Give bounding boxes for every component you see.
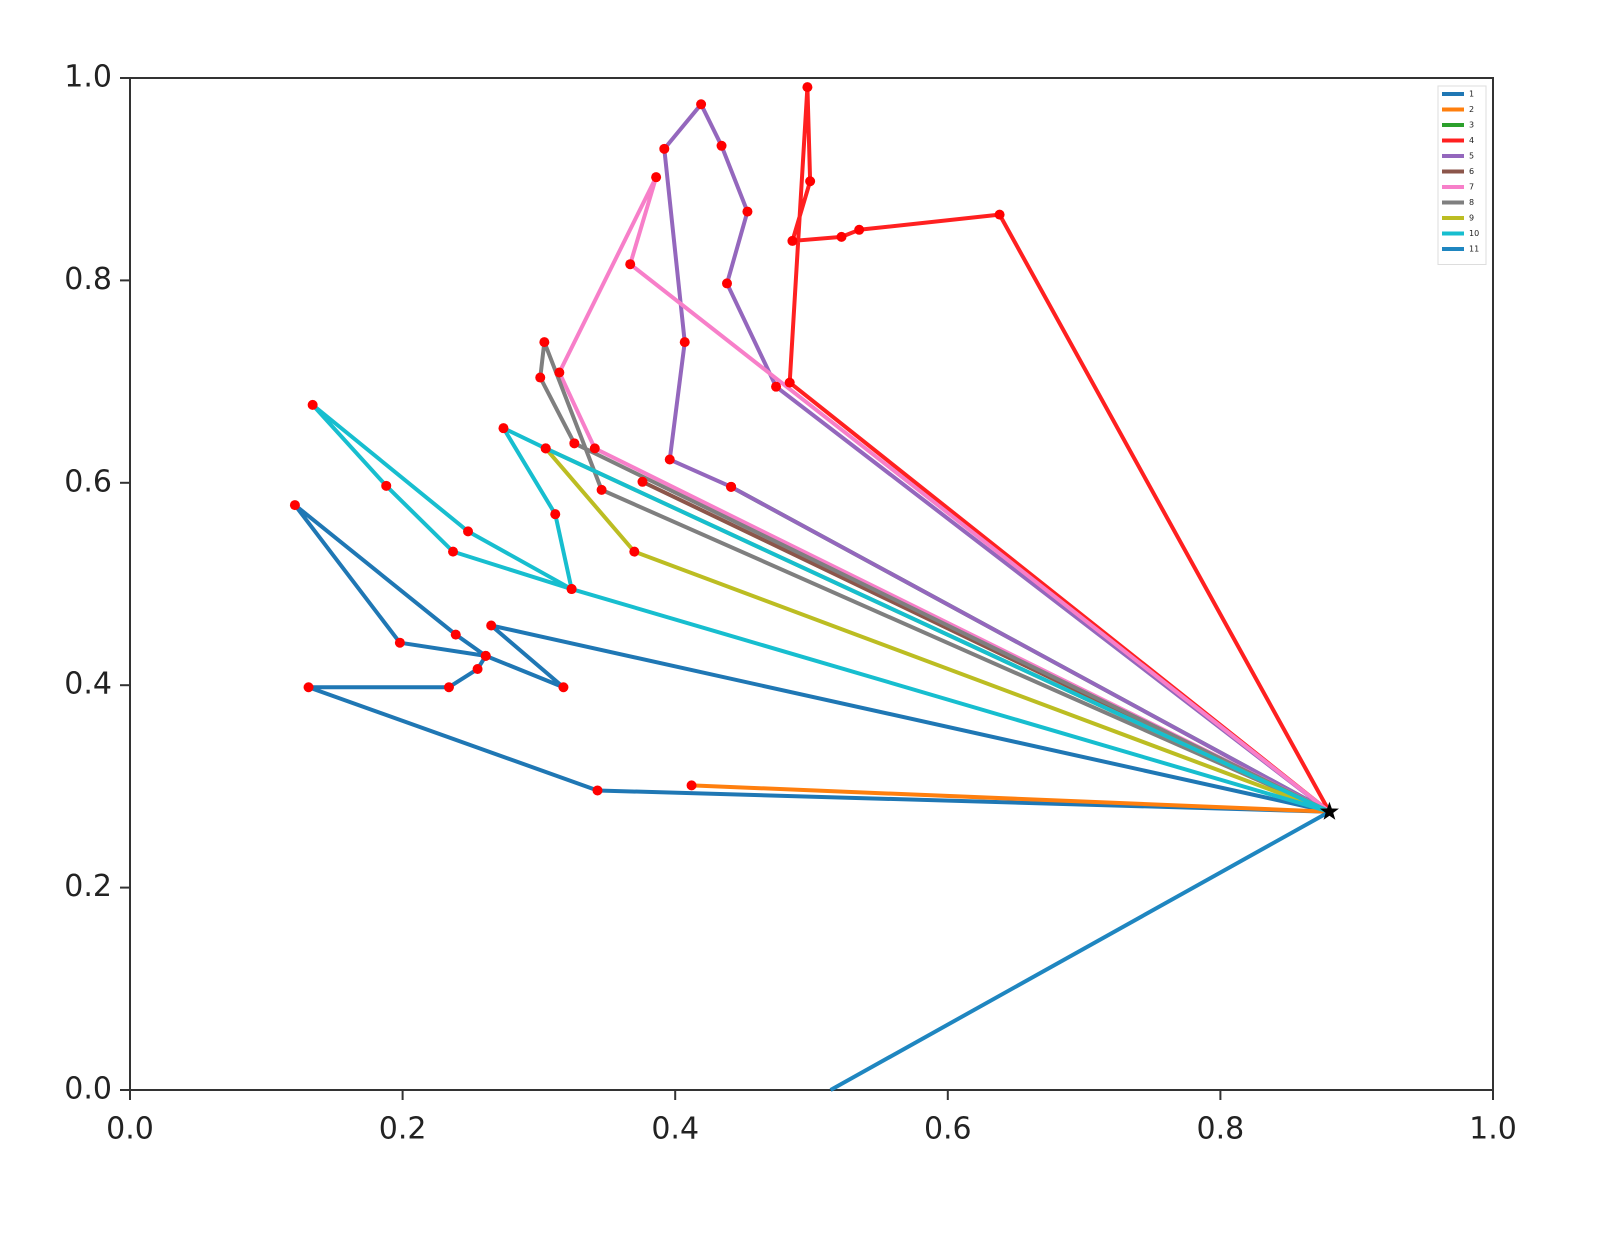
y-tick-label: 0.0 (64, 1072, 112, 1107)
route-point (558, 682, 569, 693)
legend-label: 11 (1469, 245, 1479, 254)
legend-label: 2 (1469, 105, 1474, 114)
x-tick-label: 0.2 (379, 1112, 427, 1147)
route-point (443, 682, 454, 693)
x-tick-label: 0.6 (924, 1112, 972, 1147)
route-point (381, 480, 392, 491)
route-point (802, 82, 813, 93)
route-point (721, 278, 732, 289)
legend-label: 9 (1469, 214, 1474, 223)
route-point (569, 438, 580, 449)
route-point (836, 231, 847, 242)
route-point (289, 500, 300, 511)
route-point (540, 443, 551, 454)
y-tick-label: 1.0 (64, 60, 112, 95)
legend-label: 7 (1469, 183, 1474, 192)
route-point (771, 381, 782, 392)
route-point (726, 481, 737, 492)
legend-label: 1 (1469, 90, 1474, 99)
route-point (994, 209, 1005, 220)
route-point (463, 526, 474, 537)
legend-label: 6 (1469, 167, 1474, 176)
route-point (696, 99, 707, 110)
route-line (829, 809, 1331, 1092)
legend-label: 8 (1469, 198, 1474, 207)
route-point (625, 259, 636, 270)
route-point (629, 546, 640, 557)
route-point (742, 206, 753, 217)
route-point (486, 620, 497, 631)
legend-label: 4 (1469, 136, 1474, 145)
route-point (448, 546, 459, 557)
depot (1319, 801, 1339, 820)
route-point (679, 337, 690, 348)
x-tick-label: 1.0 (1469, 1112, 1517, 1147)
y-tick-label: 0.6 (64, 464, 112, 499)
route-point (535, 372, 546, 383)
route-point (566, 584, 577, 595)
route-point (450, 629, 461, 640)
route-point (539, 337, 550, 348)
legend-label: 10 (1469, 229, 1479, 238)
route-point (498, 423, 509, 434)
route-point (854, 224, 865, 235)
legend-label: 3 (1469, 121, 1474, 130)
y-tick-label: 0.4 (64, 667, 112, 702)
route-point (589, 443, 600, 454)
route-point (659, 143, 670, 154)
route-point (592, 785, 603, 796)
route-line (538, 340, 1331, 814)
route-point (716, 140, 727, 151)
route-point (637, 476, 648, 487)
route-point (787, 235, 798, 246)
route-point (480, 650, 491, 661)
route-point (664, 454, 675, 465)
route-point (472, 664, 483, 675)
y-tick-label: 0.8 (64, 262, 112, 297)
x-tick-label: 0.0 (106, 1112, 154, 1147)
route-point (307, 399, 318, 410)
route-point (550, 509, 561, 520)
route-point (686, 780, 697, 791)
route-line (557, 175, 1331, 814)
y-tick-label: 0.2 (64, 869, 112, 904)
route-point (805, 176, 816, 187)
route-point (394, 637, 405, 648)
legend-label: 5 (1469, 152, 1474, 161)
route-point (596, 484, 607, 495)
route-point (303, 682, 314, 693)
x-tick-label: 0.4 (651, 1112, 699, 1147)
route-point (651, 172, 662, 183)
x-tick-label: 0.8 (1197, 1112, 1245, 1147)
route-point (784, 377, 795, 388)
route-point (554, 367, 565, 378)
